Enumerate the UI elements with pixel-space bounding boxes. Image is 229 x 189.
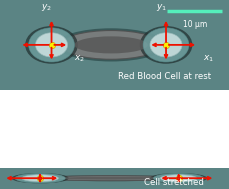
Ellipse shape (22, 175, 58, 182)
Ellipse shape (153, 174, 204, 183)
Ellipse shape (74, 36, 148, 53)
Text: $x_1$: $x_1$ (203, 54, 214, 64)
Ellipse shape (40, 175, 182, 181)
Ellipse shape (150, 33, 182, 57)
Text: Cell stretched: Cell stretched (144, 178, 204, 187)
Text: $x_2$: $x_2$ (74, 54, 85, 64)
Ellipse shape (56, 28, 166, 61)
Ellipse shape (29, 28, 74, 62)
Text: $y_1$: $y_1$ (156, 2, 167, 13)
Ellipse shape (35, 33, 68, 57)
Text: Red Blood Cell at rest: Red Blood Cell at rest (118, 72, 211, 81)
Ellipse shape (140, 26, 192, 64)
Ellipse shape (143, 28, 189, 62)
Ellipse shape (15, 174, 65, 183)
Text: $y_2$: $y_2$ (41, 2, 52, 13)
Ellipse shape (61, 30, 161, 59)
Ellipse shape (45, 176, 177, 181)
Ellipse shape (25, 26, 78, 64)
Ellipse shape (11, 173, 69, 183)
Text: 10 µm: 10 µm (183, 20, 207, 29)
Ellipse shape (150, 173, 207, 183)
Ellipse shape (160, 175, 197, 182)
Ellipse shape (58, 177, 164, 180)
